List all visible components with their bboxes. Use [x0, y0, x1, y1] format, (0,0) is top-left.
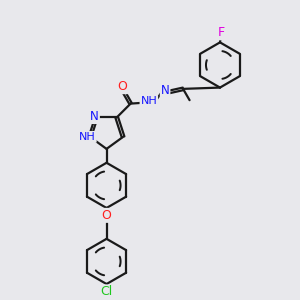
Text: NH: NH: [140, 96, 157, 106]
Text: NH: NH: [79, 132, 96, 142]
Text: O: O: [117, 80, 127, 93]
Text: N: N: [90, 110, 99, 123]
Text: O: O: [102, 209, 112, 222]
Text: Cl: Cl: [100, 285, 113, 298]
Text: F: F: [217, 26, 224, 39]
Text: N: N: [161, 84, 170, 97]
